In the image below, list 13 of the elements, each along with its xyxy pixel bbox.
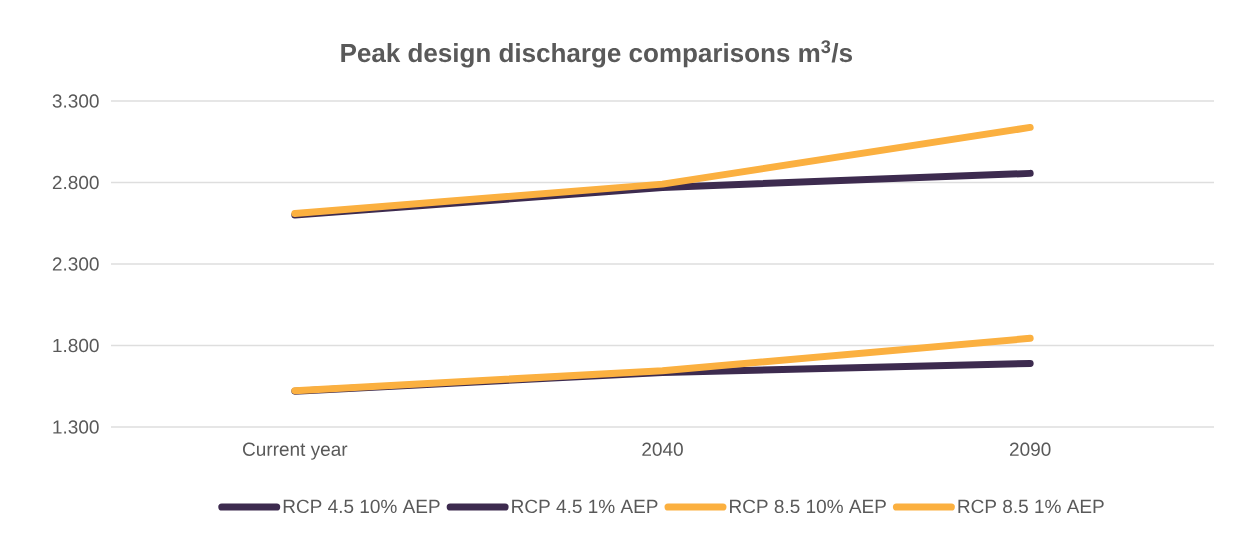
y-tick-label: 3.300: [52, 94, 99, 108]
legend-label: RCP 8.5 1% AEP: [958, 499, 1104, 514]
legend-label: RCP 4.5 10% AEP: [283, 499, 440, 514]
chart-title: Peak design discharge comparisons m$^{3}$/s: [341, 40, 852, 68]
legend-label: RCP 4.5 1% AEP: [512, 499, 658, 514]
y-tick-label: 1.300: [53, 420, 99, 434]
x-tick-label: 2040: [642, 442, 683, 456]
y-tick-label: 2.800: [52, 175, 99, 190]
y-tick-label: 1.800: [53, 338, 99, 353]
x-tick-label: 2090: [1009, 442, 1051, 456]
x-tick-label: Current year: [243, 442, 348, 460]
legend-label: RCP 8.5 10% AEP: [730, 499, 886, 514]
y-tick-label: 2.300: [52, 257, 99, 271]
